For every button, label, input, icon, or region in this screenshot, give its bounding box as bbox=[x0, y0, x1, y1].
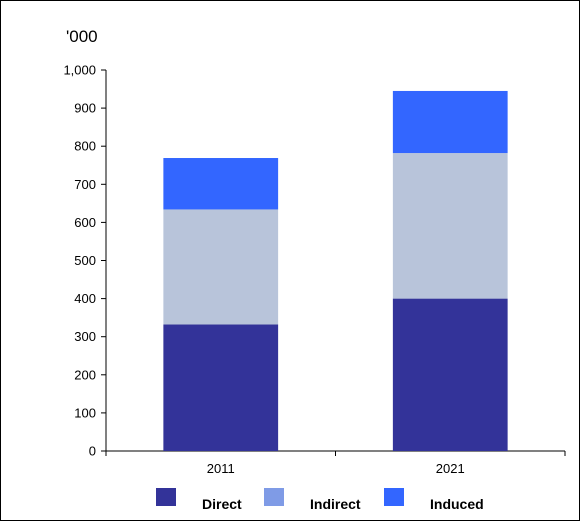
y-tick-label: 900 bbox=[74, 101, 96, 116]
legend-label-direct: Direct bbox=[202, 496, 242, 512]
y-tick-label: 1,000 bbox=[63, 63, 96, 78]
legend-swatch-induced bbox=[384, 488, 404, 506]
bar-induced-2021 bbox=[392, 90, 508, 154]
y-tick-label: 600 bbox=[74, 215, 96, 230]
legend-swatch-direct bbox=[156, 488, 176, 506]
legend-label-indirect: Indirect bbox=[310, 496, 361, 512]
y-tick-label: 300 bbox=[74, 329, 96, 344]
bar-direct-2011 bbox=[163, 324, 279, 451]
x-tick-label: 2021 bbox=[436, 461, 465, 476]
y-tick-label: 500 bbox=[74, 253, 96, 268]
x-tick-label: 2011 bbox=[207, 461, 235, 476]
bar-indirect-2011 bbox=[163, 209, 279, 325]
bars bbox=[163, 90, 508, 451]
x-axis: 2011 2021 bbox=[105, 450, 566, 476]
y-tick-label: 800 bbox=[74, 139, 96, 154]
y-axis: 0 100 200 300 400 500 600 700 800 900 1,000 bbox=[63, 63, 107, 459]
y-tick-label: 200 bbox=[74, 367, 96, 382]
y-tick-label: 100 bbox=[74, 405, 96, 420]
bar-induced-2011 bbox=[163, 158, 279, 210]
y-tick-label: 700 bbox=[74, 177, 96, 192]
legend: Direct Indirect Induced bbox=[156, 488, 484, 512]
bar-indirect-2021 bbox=[392, 153, 508, 299]
legend-swatch-indirect bbox=[264, 488, 284, 506]
legend-label-induced: Induced bbox=[430, 496, 484, 512]
y-tick-label: 400 bbox=[74, 291, 96, 306]
y-tick-label: 0 bbox=[89, 444, 96, 459]
bar-direct-2021 bbox=[392, 298, 508, 451]
unit-label: '000 bbox=[66, 27, 98, 46]
